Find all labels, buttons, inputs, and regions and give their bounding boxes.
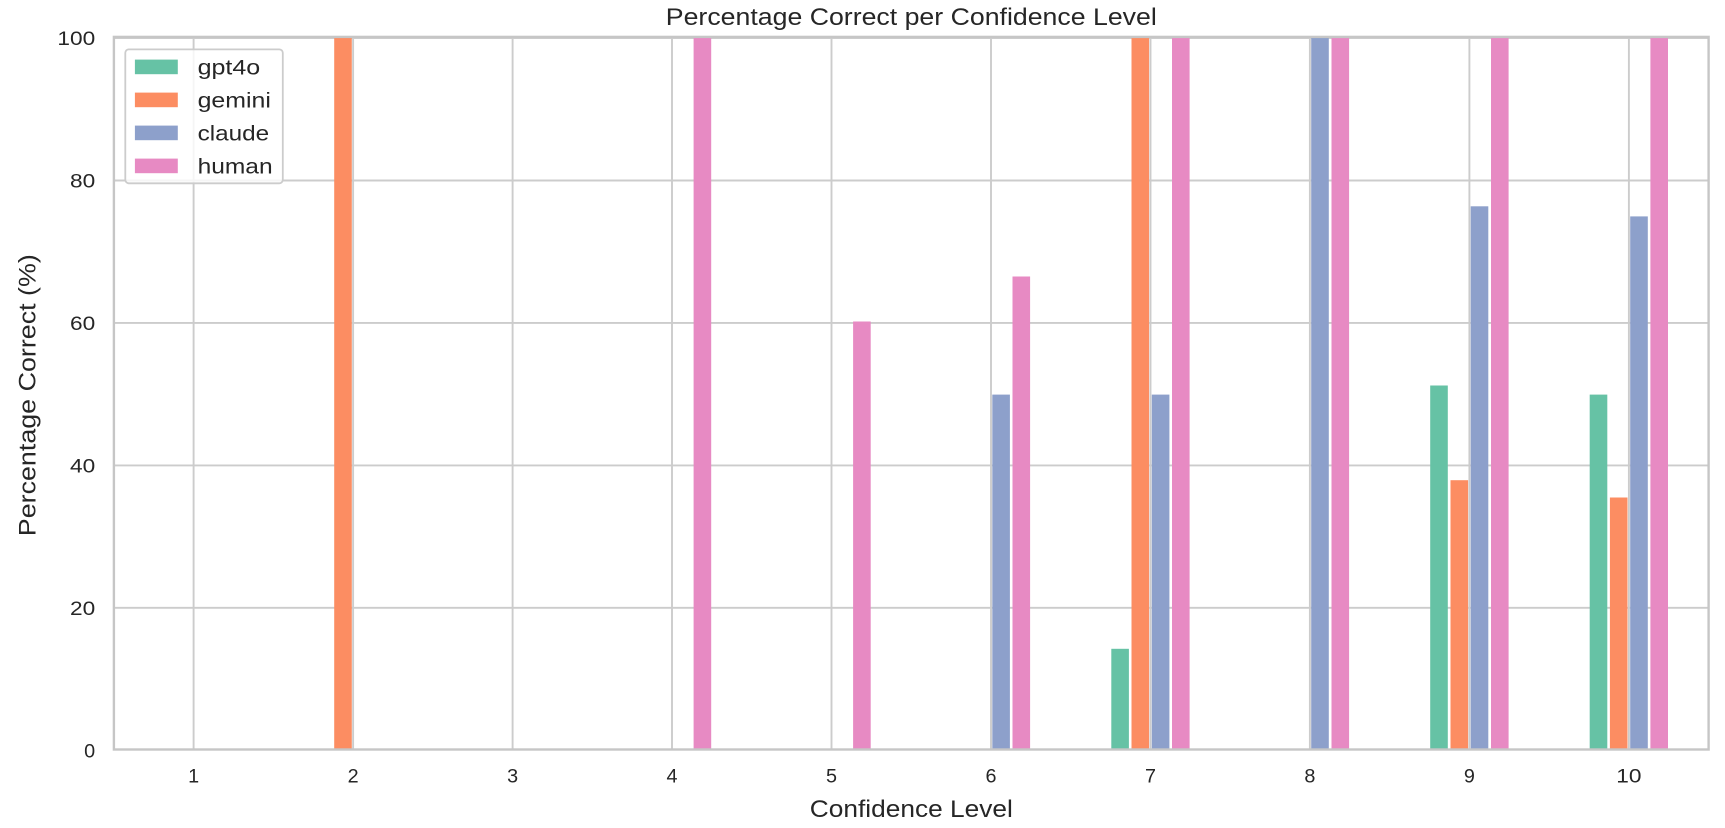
svg-text:6: 6 <box>985 765 996 787</box>
svg-text:5: 5 <box>826 765 837 787</box>
svg-text:60: 60 <box>70 313 95 335</box>
svg-text:Percentage Correct (%): Percentage Correct (%) <box>15 254 42 536</box>
svg-text:2: 2 <box>348 765 359 787</box>
svg-text:3: 3 <box>507 765 518 787</box>
svg-text:4: 4 <box>666 765 677 787</box>
svg-text:40: 40 <box>70 456 95 478</box>
svg-text:20: 20 <box>70 598 95 620</box>
svg-text:Confidence Level: Confidence Level <box>810 796 1013 823</box>
svg-text:claude: claude <box>198 122 270 146</box>
svg-text:8: 8 <box>1304 765 1315 787</box>
svg-text:80: 80 <box>70 171 95 193</box>
svg-text:10: 10 <box>1616 765 1641 787</box>
svg-text:100: 100 <box>57 28 95 50</box>
svg-text:gpt4o: gpt4o <box>198 56 261 80</box>
svg-text:gemini: gemini <box>198 89 271 113</box>
svg-text:human: human <box>198 155 273 179</box>
svg-text:9: 9 <box>1464 765 1475 787</box>
svg-text:1: 1 <box>188 765 199 787</box>
svg-text:0: 0 <box>84 741 95 763</box>
svg-text:7: 7 <box>1145 765 1156 787</box>
svg-text:Percentage Correct per Confide: Percentage Correct per Confidence Level <box>666 4 1157 31</box>
